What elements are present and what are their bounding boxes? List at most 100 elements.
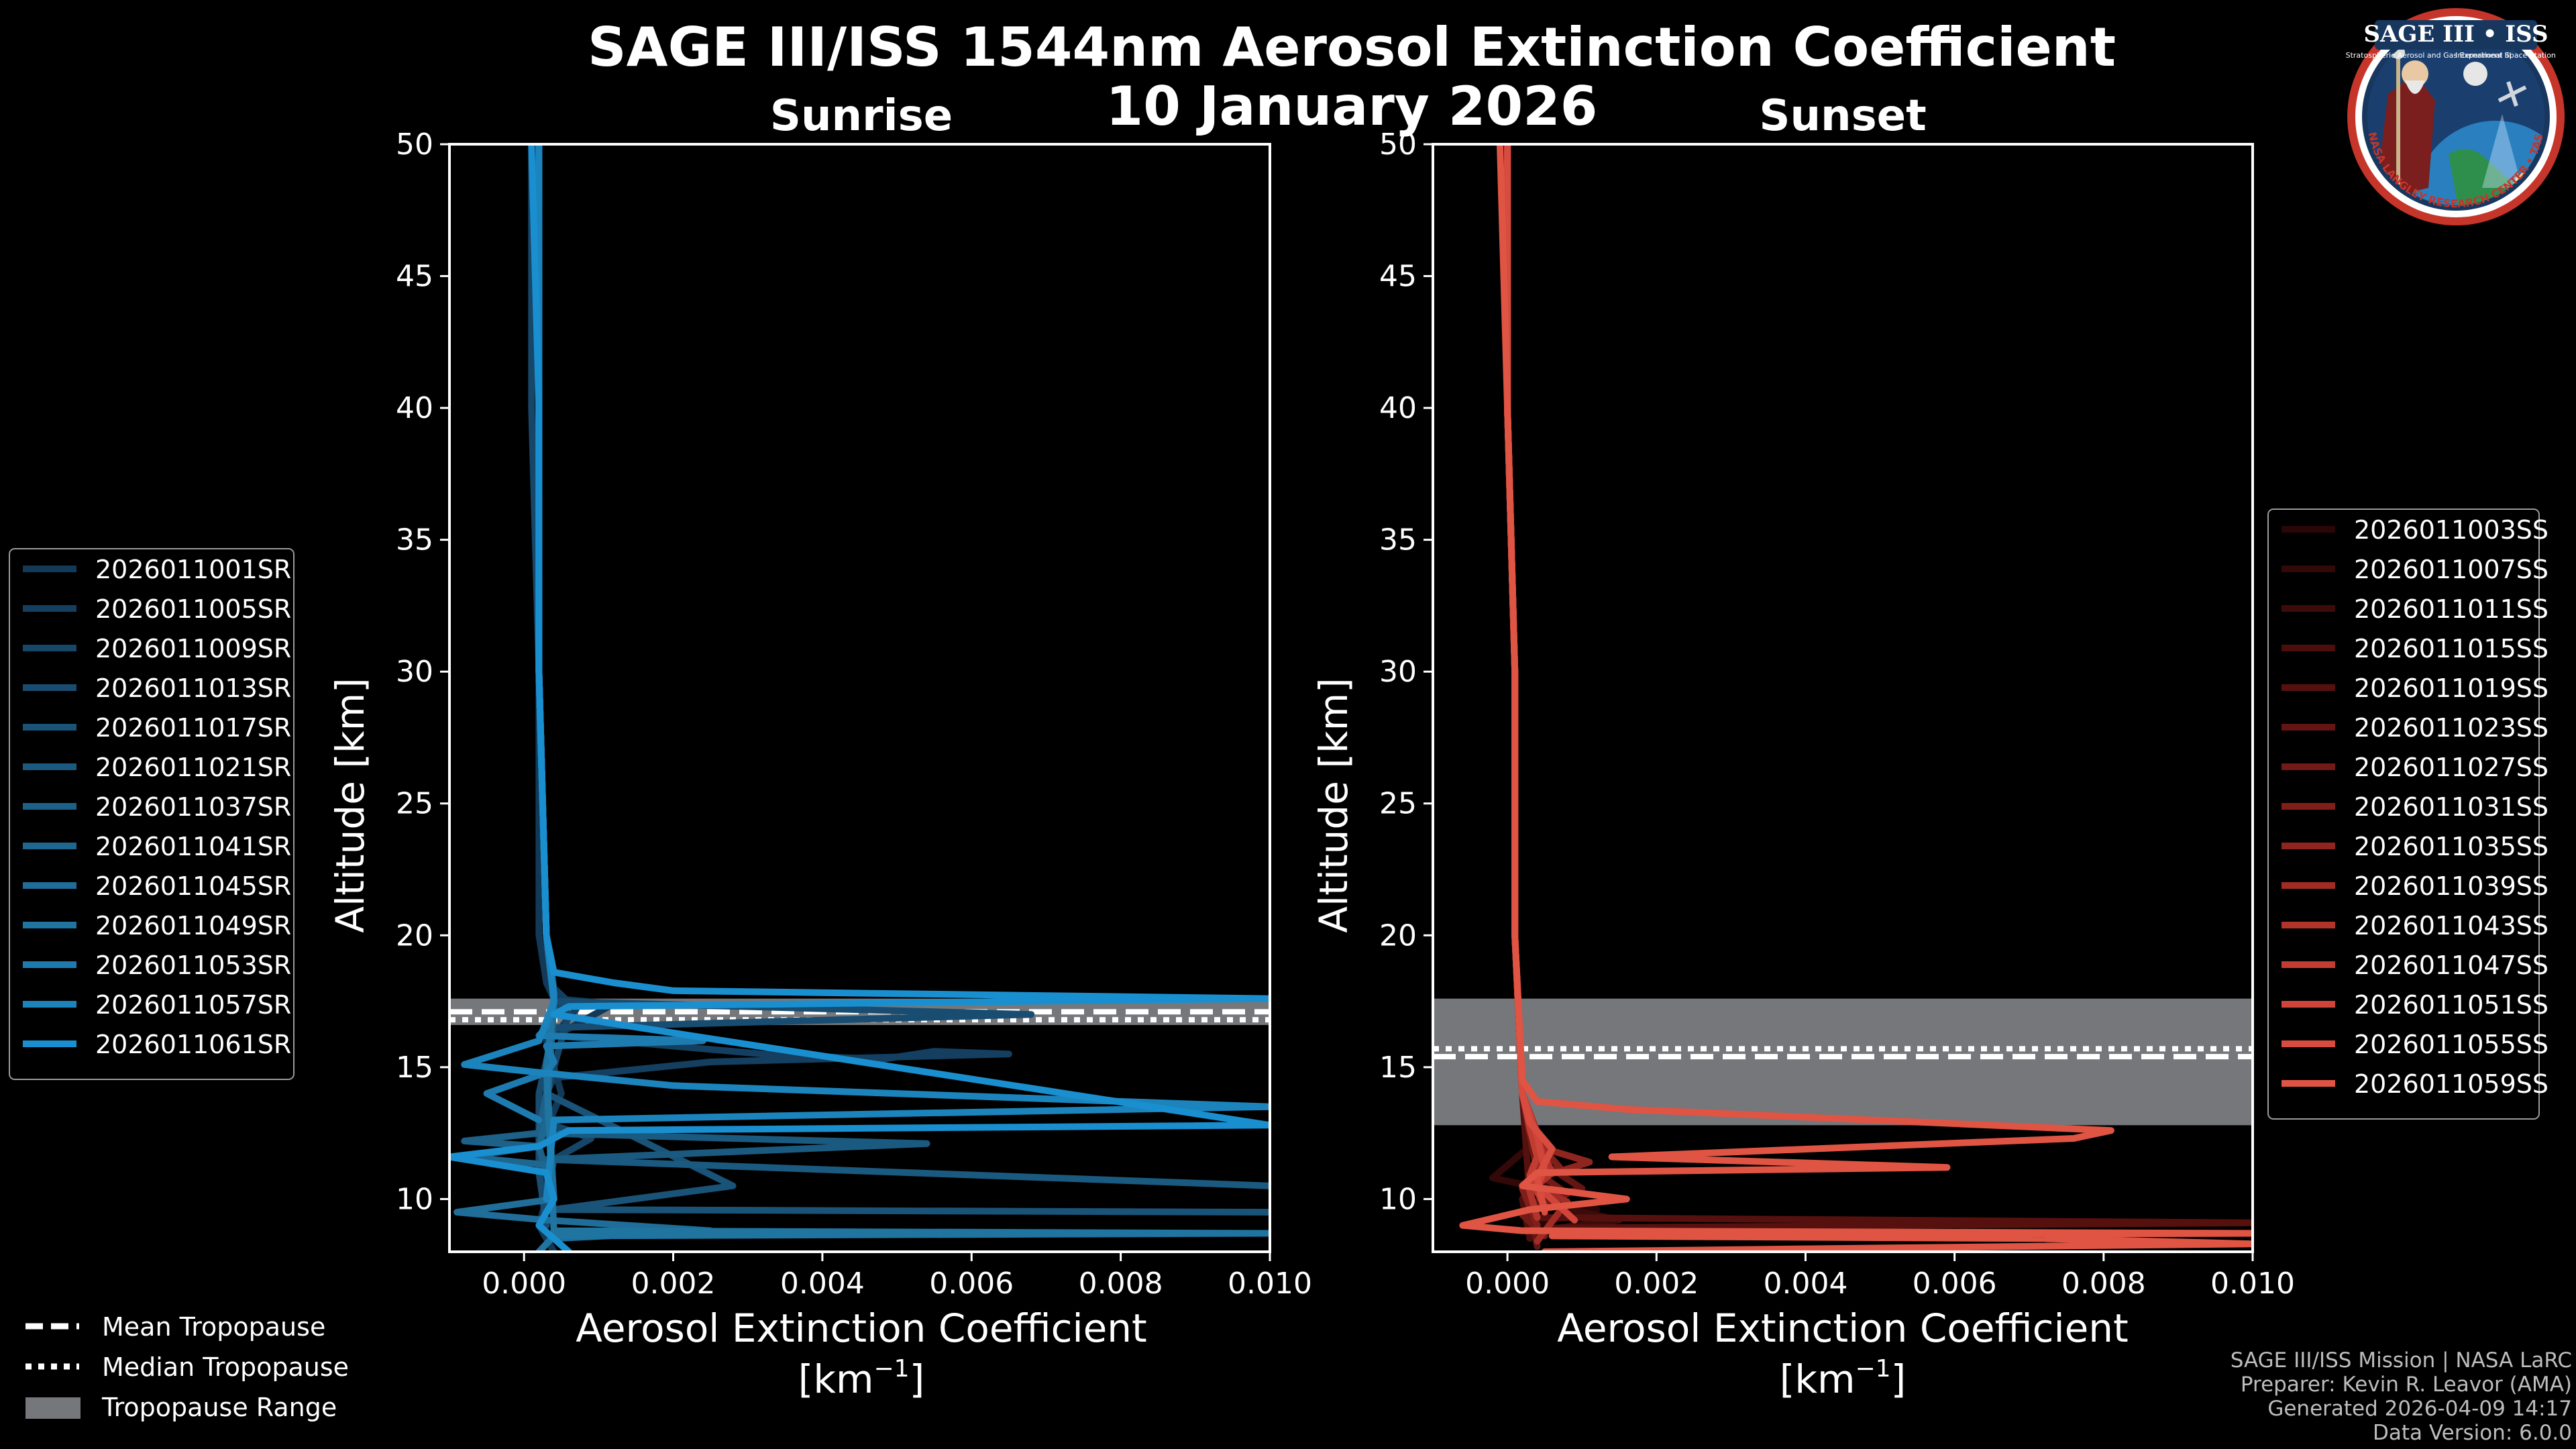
y-tick-label: 45 (396, 260, 433, 294)
wizard-robe-icon (2375, 74, 2435, 201)
legend-label: 2026011039SS (2354, 871, 2548, 901)
x-tick-label: 0.010 (1228, 1267, 1312, 1301)
y-tick-label: 25 (396, 787, 433, 821)
sunset-axes-frame (1432, 143, 2254, 1253)
legend-label: 2026011043SS (2354, 911, 2548, 941)
x-tick-label: 0.002 (631, 1267, 716, 1301)
sunrise-ticks: 0.000 0.002 0.004 0.006 0.008 0.010 10 15 20 25 30… (396, 127, 1312, 1301)
y-tick-label: 30 (396, 655, 433, 689)
legend-label: 2026011007SS (2354, 555, 2548, 584)
legend-label: 2026011011SS (2354, 594, 2548, 624)
legend-label: 2026011049SR (95, 911, 291, 941)
x-tick-label: 0.008 (2061, 1267, 2146, 1301)
series-line-2026011059SS (1459, 144, 2253, 1252)
legend-label: 2026011059SS (2354, 1069, 2548, 1099)
sunset-legend-box (2267, 508, 2540, 1120)
y-tick-label: 40 (1379, 391, 1417, 425)
y-tick-label: 15 (396, 1051, 433, 1085)
credit-line: SAGE III/ISS Mission | NASA LaRC (2231, 1348, 2572, 1373)
figure-subtitle: 10 January 2026 (1106, 75, 1598, 138)
sunset-xlabel: Aerosol Extinction Coefficient (1557, 1305, 2129, 1351)
tropopause-legend: Mean Tropopause Median Tropopause Tropop… (25, 1312, 349, 1422)
median-tropopause-label: Median Tropopause (102, 1352, 349, 1382)
figure-title: SAGE III/ISS 1544nm Aerosol Extinction C… (588, 16, 2116, 78)
y-tick-label: 20 (1379, 918, 1417, 953)
credit-line: Preparer: Kevin R. Leavor (AMA) (2241, 1373, 2572, 1397)
credits: SAGE III/ISS Mission | NASA LaRC Prepare… (2231, 1348, 2572, 1445)
y-tick-label: 35 (1379, 523, 1417, 557)
legend-label: 2026011017SR (95, 713, 291, 743)
x-tick-label: 0.006 (1913, 1267, 1997, 1301)
x-tick-label: 0.004 (1763, 1267, 1847, 1301)
x-tick-label: 0.000 (482, 1267, 566, 1301)
sunrise-plot-area (449, 144, 1270, 1252)
y-tick-label: 40 (396, 391, 433, 425)
badge-caption-right: International Space Station (2455, 51, 2556, 60)
y-tick-label: 35 (396, 523, 433, 557)
legend-label: 2026011027SS (2354, 753, 2548, 782)
badge-caption-left: Stratospheric Aerosol and Gas Experiment… (2346, 51, 2512, 60)
sunset-legend: 2026011003SS 2026011007SS 2026011011SS 2026… (2267, 508, 2548, 1120)
mean-tropopause-label: Mean Tropopause (102, 1312, 325, 1342)
y-tick-label: 25 (1379, 787, 1417, 821)
legend-label: 2026011057SR (95, 990, 291, 1020)
iss-icon (2498, 81, 2527, 107)
series-line-2026011061SR (449, 144, 1270, 1252)
legend-label: 2026011009SR (95, 634, 291, 663)
y-tick-label: 15 (1379, 1051, 1417, 1085)
legend-label: 2026011035SS (2354, 832, 2548, 861)
x-tick-label: 0.002 (1614, 1267, 1699, 1301)
legend-label: 2026011055SS (2354, 1030, 2548, 1059)
legend-label: 2026011003SS (2354, 515, 2548, 545)
credit-line: Generated 2026-04-09 14:17 (2267, 1397, 2572, 1421)
x-tick-label: 0.000 (1465, 1267, 1550, 1301)
x-tick-label: 0.004 (780, 1267, 865, 1301)
legend-label: 2026011001SR (95, 555, 291, 584)
y-tick-label: 10 (1379, 1182, 1417, 1216)
sunrise-panel: Sunrise 0.000 0.002 0.004 0.006 0.008 0.010 10… (327, 91, 1312, 1402)
badge-title: SAGE III • ISS (2363, 21, 2548, 48)
sunrise-legend: 2026011001SR 2026011005SR 2026011009SR 2026… (9, 548, 294, 1080)
legend-label: 2026011005SR (95, 594, 291, 624)
sunset-ticks: 0.000 0.002 0.004 0.006 0.008 0.010 10 15 20 25 30… (1379, 127, 2295, 1301)
y-tick-label: 30 (1379, 655, 1417, 689)
legend-label: 2026011021SR (95, 753, 291, 782)
legend-label: 2026011031SS (2354, 792, 2548, 822)
legend-label: 2026011051SS (2354, 990, 2548, 1020)
legend-label: 2026011037SR (95, 792, 291, 822)
legend-label: 2026011047SS (2354, 951, 2548, 980)
y-tick-label: 10 (396, 1182, 433, 1216)
legend-label: 2026011045SR (95, 871, 291, 901)
legend-label: 2026011013SR (95, 674, 291, 703)
badge-title-bg (2375, 20, 2537, 50)
y-tick-label: 50 (1379, 127, 1417, 162)
y-tick-label: 20 (396, 918, 433, 953)
tropopause-range-swatch (25, 1397, 80, 1419)
legend-label: 2026011015SS (2354, 634, 2548, 663)
moon-icon (2463, 62, 2487, 86)
sunset-ylabel: Altitude [km] (1311, 678, 1356, 932)
tropopause-range-label: Tropopause Range (101, 1393, 337, 1422)
y-tick-label: 50 (396, 127, 433, 162)
sunset-series-lines (1459, 144, 2253, 1252)
sunset-xlabel-unit: [km−1] (1780, 1355, 1906, 1402)
x-tick-label: 0.006 (929, 1267, 1014, 1301)
x-tick-label: 0.010 (2210, 1267, 2295, 1301)
sunrise-xlabel: Aerosol Extinction Coefficient (576, 1305, 1147, 1351)
credit-line: Data Version: 6.0.0 (2373, 1421, 2572, 1445)
y-tick-label: 45 (1379, 260, 1417, 294)
sunrise-panel-title: Sunrise (770, 91, 953, 141)
sunset-panel-title: Sunset (1759, 91, 1926, 141)
legend-label: 2026011061SR (95, 1030, 291, 1059)
sunset-panel: Sunset 0.000 0.002 0.004 0.006 0.008 0.010 10 1… (1311, 91, 2295, 1402)
x-tick-label: 0.008 (1079, 1267, 1163, 1301)
legend-label: 2026011019SS (2354, 674, 2548, 703)
sunrise-legend-box (9, 548, 294, 1080)
sunrise-ylabel: Altitude [km] (327, 678, 373, 932)
legend-label: 2026011053SR (95, 951, 291, 980)
sunrise-series-lines (449, 144, 1270, 1252)
legend-label: 2026011023SS (2354, 713, 2548, 743)
sunrise-axes-frame (448, 143, 1271, 1253)
sunrise-xlabel-unit: [km−1] (798, 1355, 924, 1402)
